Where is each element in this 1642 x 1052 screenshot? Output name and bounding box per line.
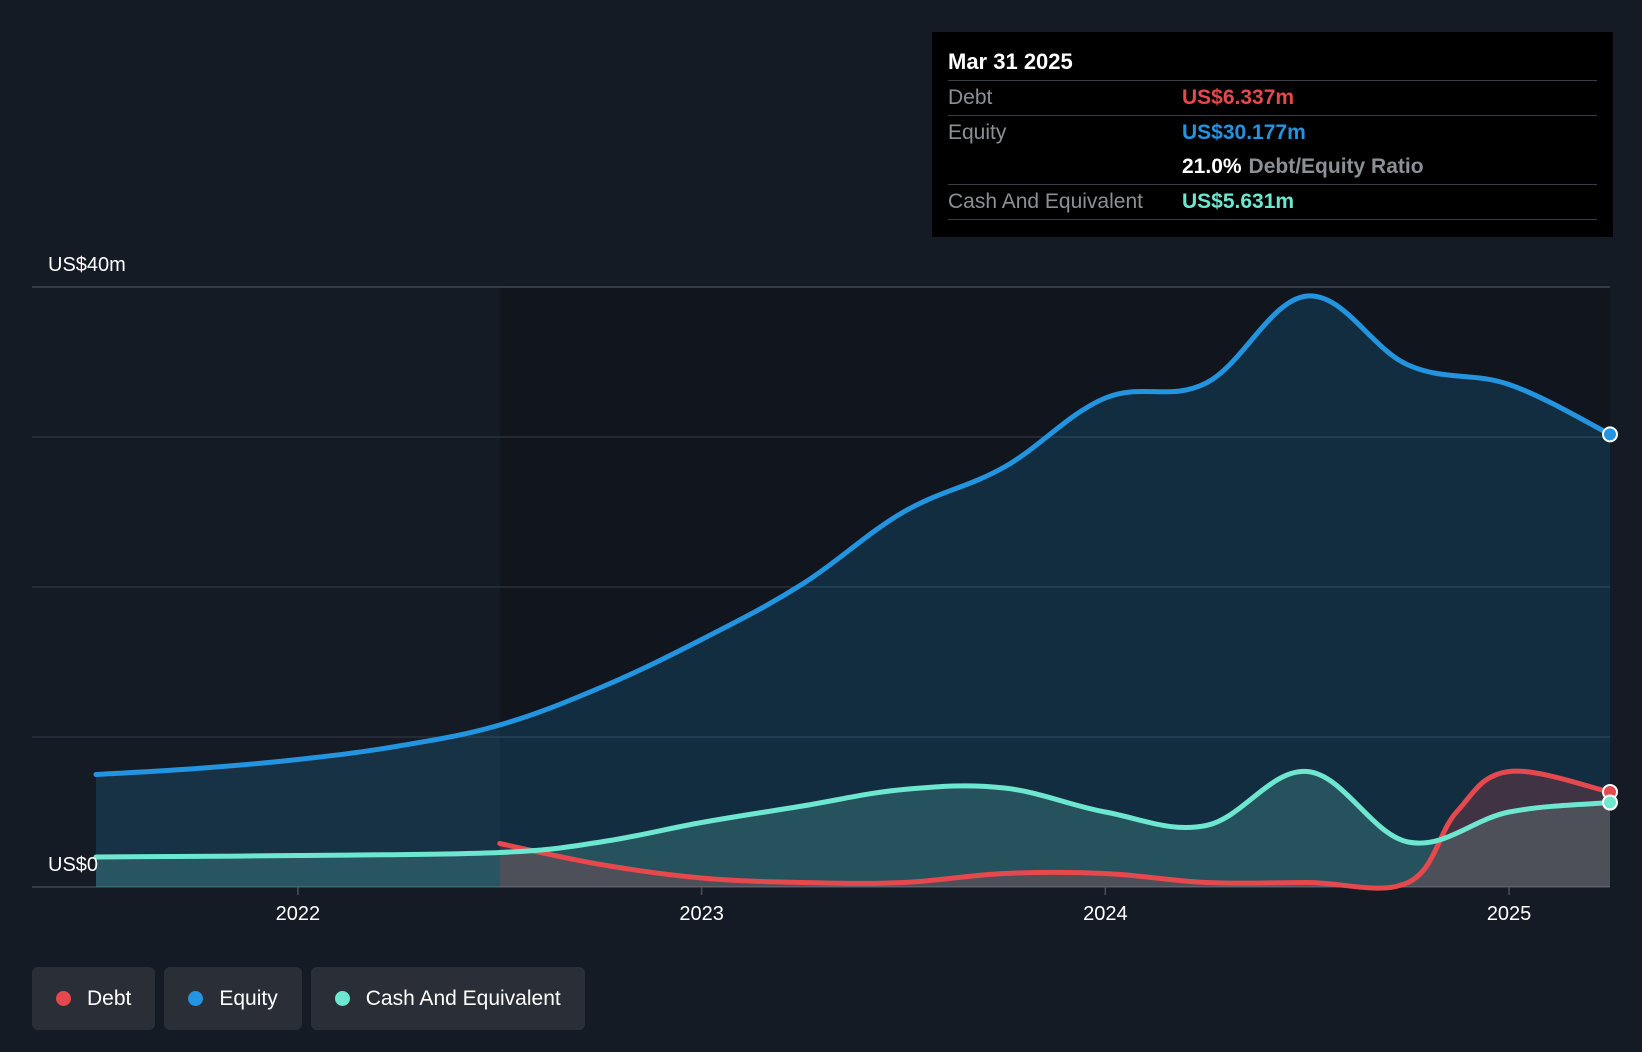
tooltip-debt-value: US$6.337m: [1182, 86, 1295, 109]
debt-area: [499, 771, 1610, 889]
tooltip-date: Mar 31 2025: [948, 49, 1073, 74]
tooltip-row-cash: Cash And Equivalent US$5.631m: [948, 184, 1597, 220]
legend-item-cash[interactable]: Cash And Equivalent: [310, 967, 585, 1030]
tooltip: Mar 31 2025 Debt US$6.337m Equity US$30.…: [932, 32, 1613, 237]
legend-dot-debt-icon: [56, 991, 71, 1006]
cash-and-equivalent-end-marker: [1602, 794, 1618, 811]
x-tick-label-2025: 2025: [1487, 903, 1532, 925]
tooltip-row-debt: Debt US$6.337m: [948, 80, 1597, 115]
y-axis-bottom-label: US$0: [48, 854, 98, 876]
tooltip-ratio-label: Debt/Equity Ratio: [1248, 155, 1424, 178]
legend: Debt Equity Cash And Equivalent: [32, 967, 585, 1030]
x-tick-label-2024: 2024: [1083, 903, 1128, 925]
tooltip-row-equity: Equity US$30.177m: [948, 115, 1597, 150]
tooltip-equity-value: US$30.177m: [1182, 121, 1306, 144]
series-end-markers: [1602, 426, 1618, 811]
legend-dot-equity-icon: [188, 991, 204, 1006]
legend-label-cash: Cash And Equivalent: [365, 986, 561, 1010]
tooltip-equity-label: Equity: [948, 121, 1007, 144]
y-axis-labels: US$40m US$0: [48, 254, 126, 876]
series-areas: [96, 295, 1610, 889]
legend-label-debt: Debt: [87, 986, 132, 1010]
series-lines: [93, 293, 1613, 891]
x-axis: 2022 2023 2024 2025: [276, 887, 1532, 925]
equity-area: [96, 295, 1610, 887]
tooltip-ratio-value: 21.0%: [1182, 155, 1242, 178]
cash-and-equivalent-line: [93, 768, 1613, 860]
y-axis-top-label: US$40m: [48, 254, 126, 276]
legend-item-equity[interactable]: Equity: [164, 967, 302, 1030]
equity-line: [93, 293, 1613, 777]
legend-item-debt[interactable]: Debt: [32, 967, 156, 1030]
tooltip-debt-label: Debt: [948, 86, 993, 109]
legend-label-equity: Equity: [219, 986, 278, 1010]
legend-dot-cash-icon: [334, 991, 350, 1006]
cash-and-equivalent-area: [96, 771, 1610, 887]
tooltip-cash-label: Cash And Equivalent: [948, 190, 1143, 213]
debt-line: [497, 768, 1613, 891]
x-tick-label-2022: 2022: [276, 903, 321, 925]
tooltip-row-ratio: 21.0% Debt/Equity Ratio: [948, 150, 1597, 184]
equity-end-marker: [1602, 426, 1618, 443]
tooltip-cash-value: US$5.631m: [1182, 190, 1295, 213]
x-tick-label-2023: 2023: [679, 903, 724, 925]
